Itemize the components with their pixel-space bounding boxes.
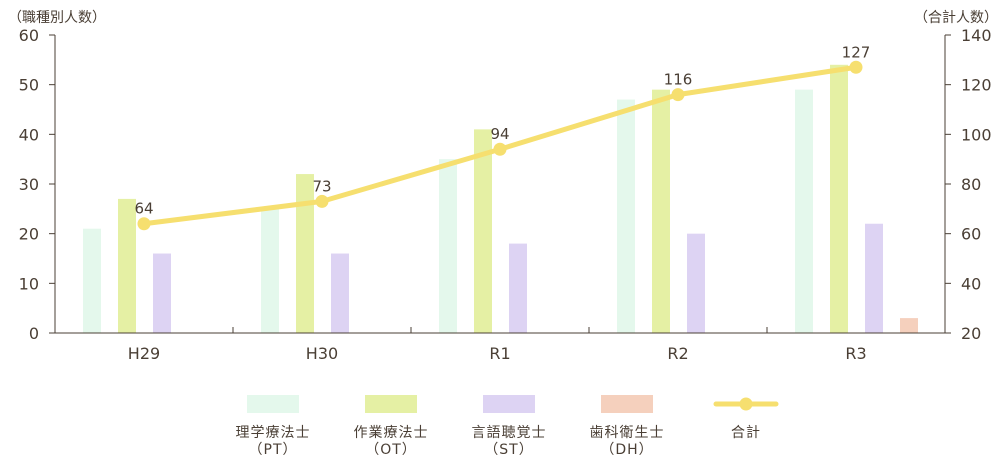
total-point: [849, 60, 863, 74]
legend-swatch: [601, 395, 653, 413]
left-tick-label: 40: [19, 125, 39, 144]
bar: [830, 64, 848, 334]
right-tick-label: 20: [961, 324, 981, 343]
left-tick-label: 20: [19, 225, 39, 244]
bar: [687, 233, 705, 333]
left-tick-label: 50: [19, 76, 39, 95]
legend-name: 理学療法士: [235, 425, 311, 441]
bar: [652, 89, 670, 333]
legend-line-marker: [739, 397, 753, 411]
total-point: [493, 142, 507, 156]
data-label: 116: [664, 71, 693, 89]
right-tick-label: 100: [961, 125, 992, 144]
total-point: [315, 194, 329, 208]
legend-subname: （OT）: [365, 442, 417, 458]
legend-name: 歯科衛生士: [589, 425, 665, 441]
data-label: 73: [312, 177, 331, 195]
data-label: 127: [842, 43, 871, 61]
left-tick-label: 0: [29, 324, 39, 343]
legend-subname: （ST）: [484, 442, 534, 458]
right-axis-title: （合計人数）: [914, 10, 998, 26]
bar: [331, 253, 349, 333]
bar: [617, 99, 635, 333]
data-label: 64: [134, 200, 153, 218]
legend-swatch: [365, 395, 417, 413]
bar: [153, 253, 171, 333]
right-tick-label: 40: [961, 274, 981, 293]
bar: [795, 89, 813, 333]
legend-name: 作業療法士: [353, 425, 429, 441]
legend-swatch: [247, 395, 299, 413]
right-tick-label: 120: [961, 76, 992, 95]
legend-name: 合計: [731, 425, 761, 441]
right-tick-label: 140: [961, 26, 992, 45]
bar: [865, 223, 883, 333]
legend-subname: （PT）: [248, 442, 298, 458]
right-tick-label: 60: [961, 225, 981, 244]
legend-label-ot: 作業療法士 （OT）: [331, 425, 451, 459]
bar: [900, 318, 918, 333]
legend-label-pt: 理学療法士 （PT）: [213, 425, 333, 459]
legend-name: 言語聴覚士: [471, 425, 547, 441]
x-tick-label: R2: [667, 344, 688, 363]
x-tick-label: H29: [128, 344, 160, 363]
bar: [261, 208, 279, 333]
left-tick-label: 30: [19, 175, 39, 194]
total-point: [671, 88, 685, 102]
bar: [439, 159, 457, 333]
legend-subname: （DH）: [600, 442, 654, 458]
legend-swatch: [483, 395, 535, 413]
left-axis-title: （職種別人数）: [8, 10, 106, 26]
left-tick-label: 60: [19, 26, 39, 45]
bar: [83, 228, 101, 333]
left-tick-label: 10: [19, 274, 39, 293]
bar: [118, 198, 136, 333]
x-tick-label: R1: [489, 344, 510, 363]
x-tick-label: H30: [306, 344, 338, 363]
total-point: [137, 217, 151, 231]
legend-label-dh: 歯科衛生士 （DH）: [567, 425, 687, 459]
bar: [296, 174, 314, 333]
legend-label-st: 言語聴覚士 （ST）: [449, 425, 569, 459]
data-label: 94: [490, 125, 509, 143]
legend-label-total: 合計: [686, 425, 806, 442]
x-tick-label: R3: [845, 344, 866, 363]
right-tick-label: 80: [961, 175, 981, 194]
bar: [474, 129, 492, 333]
bar: [509, 243, 527, 333]
